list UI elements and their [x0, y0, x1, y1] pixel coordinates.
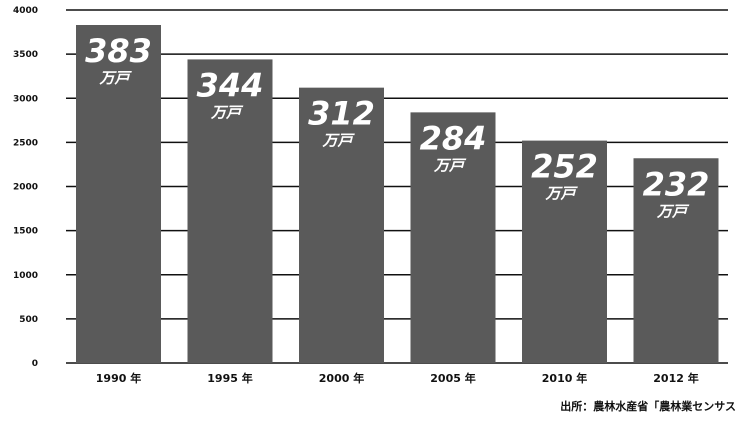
y-tick-label: 2500: [13, 138, 38, 148]
bar: [299, 87, 384, 363]
y-axis-ticks: 0 500 1000 1500 2000 2500 3000 3500 4000: [13, 6, 38, 369]
bar-unit-label: 万戸: [656, 202, 690, 220]
bar-unit-label: 万戸: [433, 156, 467, 174]
y-tick-label: 3500: [13, 50, 38, 60]
x-category-label: 2012 年: [653, 371, 698, 385]
bar-unit-label: 万戸: [98, 69, 132, 87]
bar: [522, 140, 607, 363]
bar-value-label: 252: [531, 148, 598, 186]
bar-value-label: 312: [308, 95, 375, 133]
x-category-label: 2005 年: [430, 371, 475, 385]
source-note: 出所：農林水産省「農林業センサス: [560, 399, 736, 413]
bar: [187, 59, 273, 364]
bar: [633, 158, 719, 363]
gridlines: [66, 9, 728, 364]
x-category-label: 2000 年: [319, 371, 364, 385]
bar: [76, 25, 161, 363]
y-tick-label: 0: [32, 359, 38, 369]
y-tick-label: 3000: [13, 94, 38, 104]
y-tick-label: 500: [19, 315, 38, 325]
bar-value-label: 383: [85, 32, 152, 70]
x-category-label: 1990 年: [96, 371, 141, 385]
x-category-label: 2010 年: [542, 371, 587, 385]
bar-value-label: 284: [420, 119, 487, 157]
bar-unit-label: 万戸: [210, 103, 244, 121]
y-tick-label: 1500: [13, 227, 38, 237]
x-category-label: 1995 年: [207, 371, 252, 385]
y-tick-label: 2000: [13, 183, 38, 193]
bar: [410, 112, 496, 364]
bar-value-label: 232: [643, 165, 710, 203]
bar-unit-label: 万戸: [544, 185, 578, 203]
x-axis-categories: 1990 年 1995 年 2000 年 2005 年 2010 年 2012 年: [96, 371, 699, 385]
y-tick-label: 1000: [13, 271, 38, 281]
bar-value-label: 344: [197, 66, 264, 104]
y-tick-label: 4000: [13, 6, 38, 16]
bar-unit-label: 万戸: [321, 132, 355, 150]
